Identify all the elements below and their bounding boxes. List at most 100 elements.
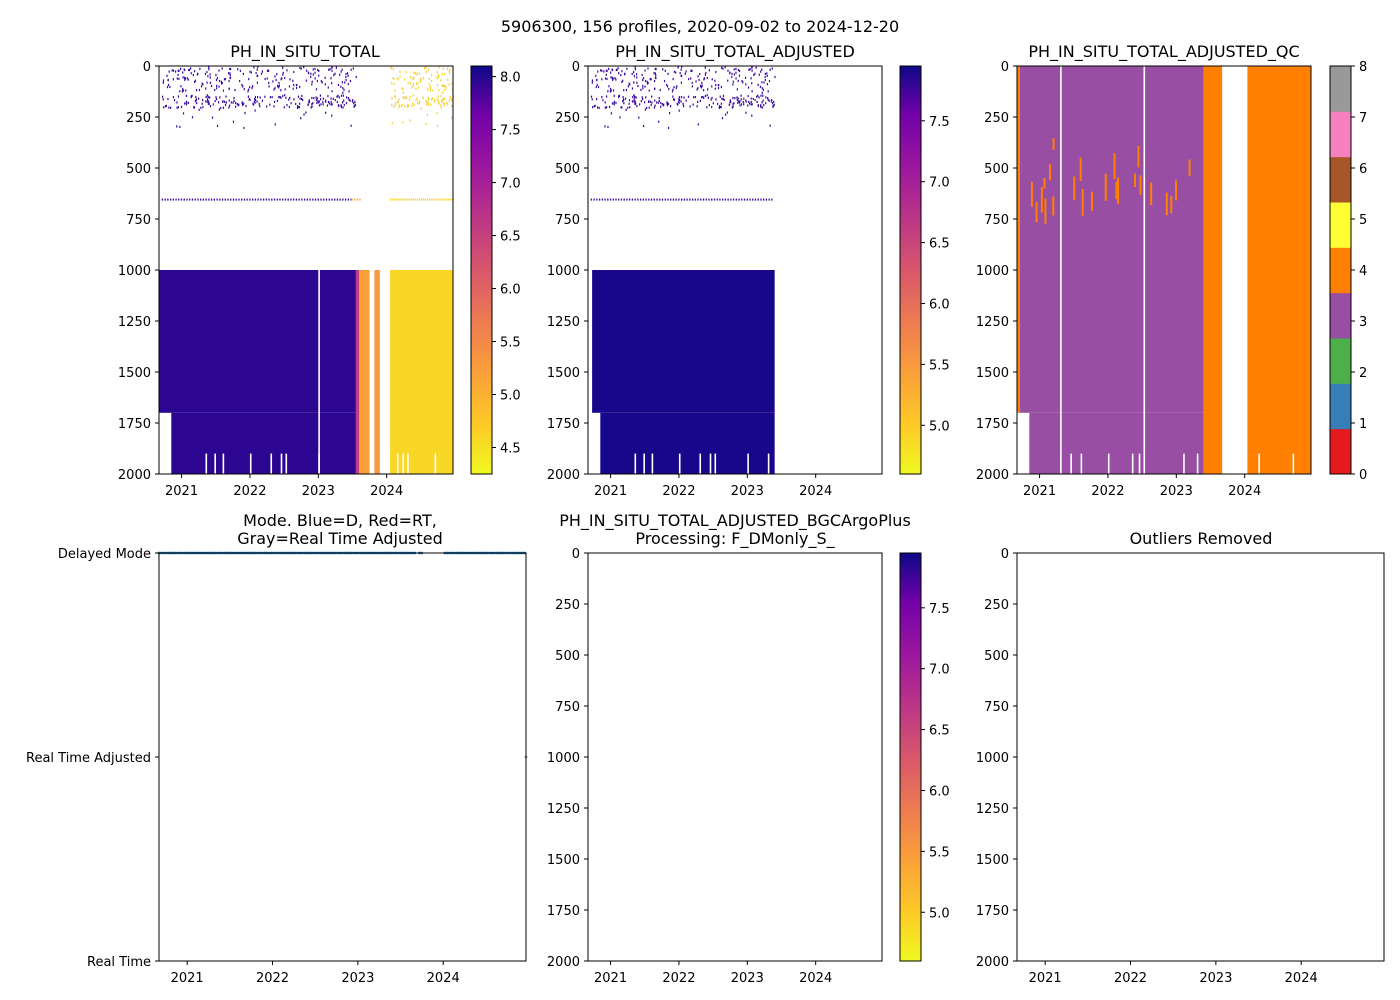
sparse-sample bbox=[234, 105, 237, 108]
sparse-sample bbox=[668, 112, 671, 115]
sparse-sample bbox=[307, 103, 309, 106]
sparse-sample bbox=[732, 80, 734, 83]
panel-outliers-removed: Outliers Removed 2021 2022 2023 2024 0 250 500… bbox=[976, 529, 1385, 986]
sparse-sample bbox=[417, 86, 420, 89]
sparse-sample bbox=[627, 85, 630, 88]
sparse-sample bbox=[658, 120, 660, 123]
sparse-sample bbox=[416, 97, 418, 100]
sparse-sample bbox=[402, 96, 404, 99]
band-sample bbox=[653, 198, 655, 201]
sparse-sample bbox=[267, 69, 269, 72]
sparse-sample bbox=[335, 66, 337, 69]
sparse-sample bbox=[623, 102, 625, 105]
sparse-sample bbox=[261, 99, 264, 102]
sparse-sample bbox=[406, 105, 409, 108]
sparse-sample bbox=[179, 67, 182, 71]
sparse-sample bbox=[186, 77, 188, 80]
x-tick-label: 2023 bbox=[341, 971, 374, 986]
sparse-sample bbox=[740, 94, 742, 97]
sparse-sample bbox=[598, 106, 600, 109]
sparse-sample bbox=[649, 78, 651, 81]
profile-gap bbox=[1060, 66, 1062, 474]
sparse-sample bbox=[215, 73, 217, 77]
sparse-sample bbox=[411, 77, 413, 80]
band-sample bbox=[350, 198, 352, 201]
sparse-sample bbox=[298, 106, 301, 109]
band-sample bbox=[359, 198, 361, 201]
sparse-sample bbox=[731, 75, 733, 79]
sparse-sample bbox=[724, 113, 727, 116]
band-sample bbox=[702, 198, 705, 201]
sparse-sample bbox=[218, 69, 220, 72]
sparse-sample bbox=[282, 73, 284, 76]
sparse-sample bbox=[310, 75, 312, 79]
sparse-sample bbox=[611, 68, 614, 72]
band-sample bbox=[257, 198, 259, 201]
sparse-sample bbox=[418, 102, 421, 105]
sparse-sample bbox=[299, 66, 301, 70]
sparse-sample bbox=[224, 100, 226, 103]
sparse-sample bbox=[185, 89, 187, 92]
sparse-sample bbox=[320, 80, 322, 83]
sparse-sample bbox=[762, 88, 764, 91]
profile-gap bbox=[709, 453, 712, 474]
band-sample bbox=[356, 198, 358, 201]
sparse-sample bbox=[752, 97, 754, 100]
sparse-sample bbox=[720, 102, 722, 105]
sparse-sample bbox=[764, 78, 766, 82]
sparse-sample bbox=[336, 95, 338, 98]
sparse-sample bbox=[741, 80, 743, 83]
sparse-sample bbox=[162, 81, 164, 84]
sparse-sample bbox=[196, 102, 198, 105]
title-line: PH_IN_SITU_TOTAL_ADJUSTED_BGCArgoPlus bbox=[559, 511, 911, 531]
sparse-sample bbox=[751, 82, 753, 85]
sparse-sample bbox=[753, 73, 755, 77]
sparse-sample bbox=[765, 96, 767, 99]
sparse-sample bbox=[272, 80, 274, 83]
sparse-sample bbox=[618, 95, 620, 98]
sparse-sample bbox=[342, 106, 344, 109]
sparse-sample bbox=[218, 79, 221, 83]
sparse-sample bbox=[172, 69, 175, 72]
sparse-sample bbox=[207, 95, 209, 98]
sparse-sample bbox=[228, 106, 230, 109]
sparse-sample bbox=[427, 88, 429, 91]
sparse-sample bbox=[660, 105, 662, 108]
sparse-sample bbox=[229, 104, 231, 107]
sparse-sample bbox=[592, 106, 594, 109]
sparse-sample bbox=[429, 89, 431, 92]
sparse-sample bbox=[740, 98, 742, 101]
x-tick-label: 2022 bbox=[662, 484, 695, 499]
sparse-sample bbox=[409, 82, 411, 85]
band-sample bbox=[342, 198, 344, 201]
sparse-sample bbox=[634, 66, 636, 69]
band-sample bbox=[241, 198, 243, 201]
sparse-sample bbox=[706, 94, 708, 97]
sparse-sample bbox=[441, 72, 444, 76]
sparse-sample bbox=[393, 105, 395, 108]
profile-gap bbox=[1196, 453, 1199, 474]
band-sample bbox=[287, 198, 289, 201]
sparse-sample bbox=[201, 102, 203, 105]
sparse-sample bbox=[651, 101, 653, 104]
sparse-sample bbox=[325, 100, 327, 103]
sparse-sample bbox=[343, 103, 345, 107]
band-sample bbox=[697, 198, 699, 201]
sparse-sample bbox=[345, 102, 348, 105]
sparse-sample bbox=[436, 124, 438, 127]
sparse-sample bbox=[284, 76, 286, 80]
sparse-sample bbox=[607, 125, 609, 129]
x-tick-label: 2023 bbox=[731, 484, 764, 499]
sparse-sample bbox=[311, 80, 313, 83]
sparse-sample bbox=[715, 98, 717, 101]
sparse-sample bbox=[442, 91, 444, 94]
sparse-sample bbox=[636, 76, 638, 79]
band-sample bbox=[238, 198, 240, 201]
sparse-sample bbox=[256, 100, 258, 103]
sparse-sample bbox=[222, 106, 225, 109]
sparse-sample bbox=[403, 97, 405, 100]
sparse-sample bbox=[770, 100, 773, 103]
sparse-sample bbox=[316, 79, 318, 83]
sparse-sample bbox=[276, 99, 279, 102]
band-sample bbox=[205, 198, 207, 201]
